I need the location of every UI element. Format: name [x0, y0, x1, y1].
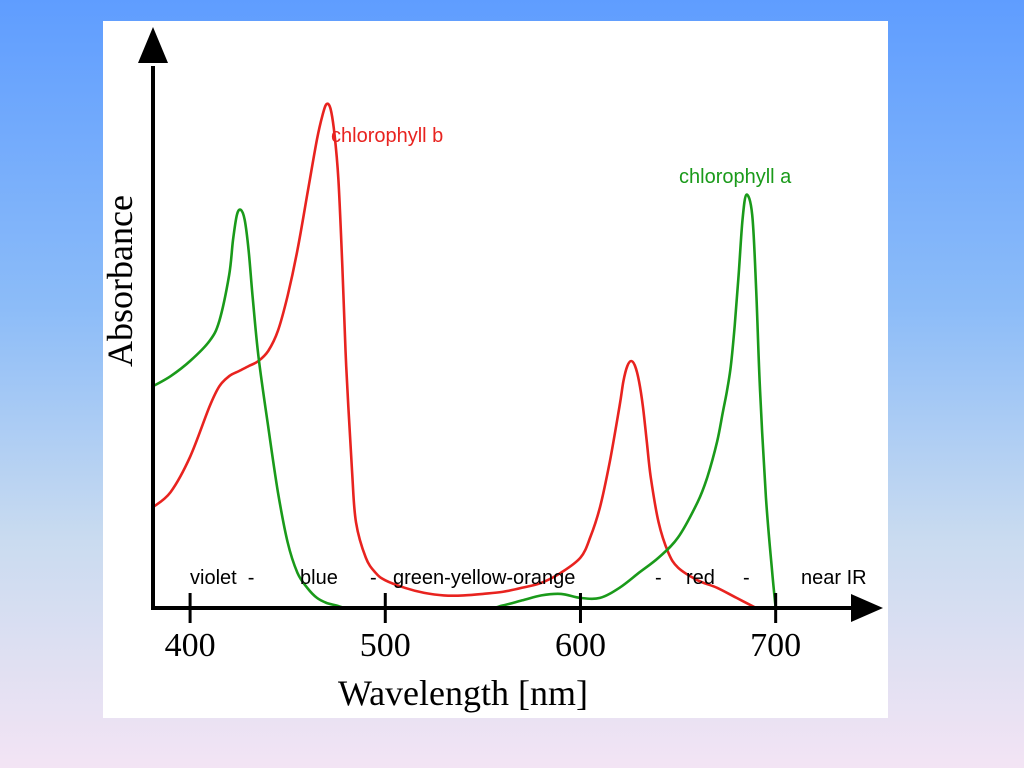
x-ticks: 400 500 600 700: [165, 593, 801, 664]
band-near-ir: near IR: [801, 567, 867, 589]
x-axis-title: Wavelength [nm]: [338, 673, 588, 713]
x-tick-label: 500: [360, 627, 411, 664]
series-line-chlorophyll-a: [152, 193, 777, 610]
band-separator: -: [655, 567, 662, 589]
x-axis-arrow: [851, 594, 883, 622]
spectrum-band-labels: violet - blue - green-yellow-orange - re…: [190, 567, 867, 589]
series-lines: [152, 102, 777, 610]
series-line-chlorophyll-b: [152, 102, 757, 610]
band-violet: violet -: [190, 567, 254, 589]
y-axis-arrow: [138, 27, 168, 63]
x-tick-label: 600: [555, 627, 606, 664]
band-green-yellow-orange: green-yellow-orange: [393, 567, 575, 589]
x-tick-label: 700: [750, 627, 801, 664]
series-label-chlorophyll-a: chlorophyll a: [679, 166, 792, 188]
series-label-chlorophyll-b: chlorophyll b: [331, 125, 443, 147]
absorbance-spectrum-chart: 400 500 600 700 chlorophyll b chlorophyll a…: [103, 27, 883, 713]
y-axis-title: Absorbance: [103, 195, 140, 367]
band-separator: -: [370, 567, 377, 589]
chart-panel: 400 500 600 700 chlorophyll b chlorophyll a…: [103, 21, 888, 718]
band-separator: -: [743, 567, 750, 589]
x-tick-label: 400: [165, 627, 216, 664]
band-blue: blue: [300, 567, 338, 589]
band-red: red: [686, 567, 715, 589]
